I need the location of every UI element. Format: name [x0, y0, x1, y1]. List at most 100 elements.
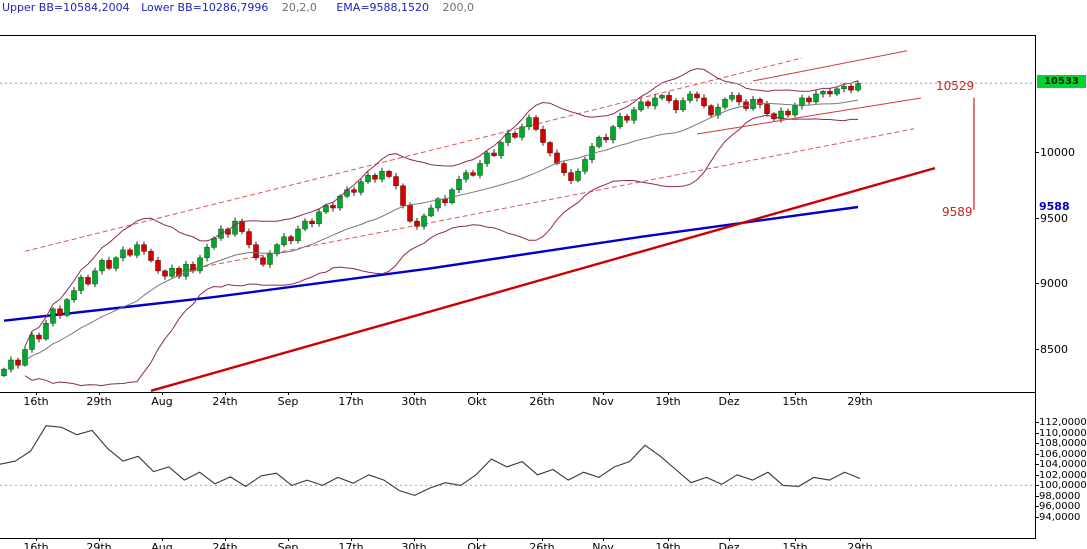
date-tick-label: Dez [718, 541, 740, 549]
candles-layer [1, 80, 861, 377]
indicator-tick-label: 106,0000 [1039, 448, 1087, 460]
date-tick-mark [603, 392, 604, 395]
date-tick-label: 26th [529, 395, 555, 408]
indicator-tick-label: 96,0000 [1039, 501, 1081, 513]
date-tick-label: Sep [277, 541, 299, 549]
indicator-tick-mark [1035, 474, 1039, 476]
price-tick-mark [1035, 348, 1039, 350]
price-tick-mark [1035, 152, 1039, 153]
price-tick-label: 9000 [1040, 277, 1068, 290]
indicator-pane [0, 410, 1036, 539]
date-tick-mark [668, 392, 669, 395]
date-tick-label: Nov [592, 541, 614, 549]
ema-params-readout: 200,0 [442, 1, 475, 14]
upper-bb-readout: Upper BB=10584,2004 [2, 1, 130, 14]
indicator-tick-label: 94,0000 [1039, 512, 1081, 524]
date-tick-mark [351, 538, 352, 541]
date-tick-label: 15th [782, 541, 808, 549]
date-tick-label: 24th [212, 541, 238, 549]
bb-params-readout: 20,2,0 [281, 1, 317, 14]
date-tick-mark [225, 538, 226, 541]
date-tick-label: 16th [23, 395, 49, 408]
date-tick-mark [99, 538, 100, 541]
date-tick-label: 30th [401, 395, 427, 408]
date-tick-mark [477, 392, 478, 395]
indicator-readout-bar: Upper BB=10584,2004 Lower BB=10286,7996 … [2, 1, 474, 14]
indicator-tick-label: 104,0000 [1039, 459, 1087, 471]
date-tick-mark [36, 392, 37, 395]
date-tick-mark [477, 538, 478, 541]
date-tick-mark [225, 392, 226, 395]
last-price-flag: 10533 [1037, 75, 1086, 89]
indicator-tick-mark [1035, 495, 1039, 497]
indicator-tick-mark [1035, 453, 1039, 455]
date-tick-label: Sep [277, 395, 299, 408]
indicator-tick-label: 110,0000 [1039, 427, 1087, 439]
date-tick-mark [351, 392, 352, 395]
price-chart-pane [0, 35, 1036, 393]
date-tick-mark [162, 538, 163, 541]
lower-bb-readout: Lower BB=10286,7996 [141, 1, 269, 14]
date-tick-mark [288, 392, 289, 395]
trend-channel-dashed-lines [24, 57, 915, 274]
ema-axis-value-label: 9588 [1039, 199, 1070, 213]
indicator-tick-mark [1035, 464, 1039, 466]
indicator-tick-label: 108,0000 [1039, 438, 1087, 450]
indicator-tick-mark [1035, 485, 1039, 487]
date-tick-label: 16th [23, 541, 49, 549]
indicator-tick-mark [1035, 432, 1039, 434]
date-tick-label: 29th [86, 541, 112, 549]
price-tick-label: 8500 [1040, 342, 1068, 356]
date-tick-mark [542, 392, 543, 395]
date-tick-mark [603, 538, 604, 541]
date-tick-mark [729, 392, 730, 395]
date-tick-label: 19th [655, 541, 681, 549]
date-tick-mark [795, 538, 796, 541]
date-tick-label: 17th [338, 541, 364, 549]
date-tick-mark [99, 392, 100, 395]
indicator-line [0, 425, 861, 496]
date-tick-label: Okt [467, 541, 487, 549]
annotation-low-price-label: 9589 [942, 204, 973, 219]
date-tick-label: 24th [212, 395, 238, 408]
date-tick-label: 17th [338, 395, 364, 408]
date-tick-mark [860, 538, 861, 541]
bollinger-bands [24, 68, 859, 387]
date-tick-label: Nov [592, 395, 614, 408]
date-tick-label: 29th [847, 541, 873, 549]
indicator-canvas [0, 425, 1036, 496]
price-chart-canvas [0, 50, 1036, 392]
date-tick-label: 26th [529, 541, 555, 549]
indicator-tick-mark [1035, 443, 1039, 445]
date-tick-label: 30th [401, 541, 427, 549]
date-tick-mark [729, 538, 730, 541]
date-tick-mark [414, 392, 415, 395]
date-tick-mark [414, 538, 415, 541]
ema200-line [3, 205, 859, 322]
price-tick-label: 9500 [1040, 211, 1068, 225]
price-tick-label: 10000 [1040, 146, 1075, 159]
date-tick-label: 29th [86, 395, 112, 408]
date-tick-label: Dez [718, 395, 740, 408]
date-tick-label: Aug [151, 395, 173, 408]
indicator-tick-label: 102,0000 [1039, 469, 1087, 481]
date-tick-mark [668, 538, 669, 541]
wedge-lines [696, 50, 922, 135]
date-tick-label: Okt [467, 395, 487, 408]
annotation-high-price-label: 10529 [936, 78, 975, 93]
price-axis-line [1035, 35, 1036, 538]
date-tick-mark [795, 392, 796, 395]
indicator-tick-mark [1035, 517, 1039, 519]
date-tick-mark [542, 538, 543, 541]
indicator-tick-label: 112,0000 [1039, 417, 1087, 428]
trend-line [150, 166, 936, 392]
date-tick-label: 19th [655, 395, 681, 408]
indicator-tick-mark [1035, 422, 1039, 423]
indicator-tick-mark [1035, 506, 1039, 508]
date-tick-mark [860, 392, 861, 395]
date-tick-label: 29th [847, 395, 873, 408]
price-tick-mark [1035, 217, 1039, 219]
date-tick-mark [36, 538, 37, 541]
ema-readout: EMA=9588,1520 [336, 1, 430, 14]
